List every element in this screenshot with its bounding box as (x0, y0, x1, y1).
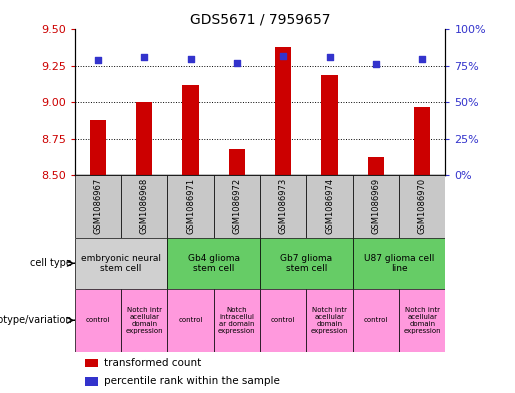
Point (418, 55, 426, 62)
Text: percentile rank within the sample: percentile rank within the sample (104, 376, 280, 386)
Text: GSM1086971: GSM1086971 (186, 178, 195, 234)
Bar (229, 149, 245, 175)
Point (325, 54, 334, 60)
Text: Notch
intracellul
ar domain
expression: Notch intracellul ar domain expression (218, 307, 256, 334)
Text: control: control (271, 317, 296, 323)
Bar (353, 175, 399, 238)
Point (279, 53, 287, 59)
Text: GSM1086968: GSM1086968 (140, 178, 149, 235)
Bar (85, 359, 98, 367)
Text: Notch intr
acellular
domain
expression: Notch intr acellular domain expression (403, 307, 441, 334)
Bar (399, 175, 445, 238)
Bar (121, 289, 167, 352)
Text: control: control (85, 317, 110, 323)
Bar (167, 289, 214, 352)
Bar (85, 377, 98, 386)
Bar (306, 289, 353, 352)
Text: Gb4 glioma
stem cell: Gb4 glioma stem cell (188, 253, 239, 273)
Bar (214, 175, 260, 238)
Bar (260, 238, 353, 289)
Bar (399, 289, 445, 352)
Bar (75, 289, 121, 352)
Text: GSM1086969: GSM1086969 (371, 178, 381, 234)
Bar (75, 238, 167, 289)
Bar (121, 175, 167, 238)
Bar (321, 75, 338, 175)
Text: control: control (178, 317, 203, 323)
Text: GSM1086974: GSM1086974 (325, 178, 334, 234)
Bar (414, 107, 431, 175)
Text: Gb7 glioma
stem cell: Gb7 glioma stem cell (280, 253, 333, 273)
Bar (353, 289, 399, 352)
Bar (182, 85, 199, 175)
Point (94, 57, 102, 63)
Text: GSM1086970: GSM1086970 (418, 178, 427, 234)
Text: GSM1086967: GSM1086967 (93, 178, 102, 235)
Point (372, 61, 380, 68)
Text: GSM1086973: GSM1086973 (279, 178, 288, 235)
Text: cell type: cell type (30, 258, 72, 268)
Bar (353, 238, 445, 289)
Title: GDS5671 / 7959657: GDS5671 / 7959657 (190, 13, 330, 27)
Text: embryonic neural
stem cell: embryonic neural stem cell (81, 253, 161, 273)
Point (140, 54, 148, 60)
Text: transformed count: transformed count (104, 358, 201, 368)
Bar (260, 175, 306, 238)
Bar (260, 289, 306, 352)
Point (233, 60, 241, 66)
Point (186, 55, 195, 62)
Text: Notch intr
acellular
domain
expression: Notch intr acellular domain expression (125, 307, 163, 334)
Bar (167, 175, 214, 238)
Bar (90, 119, 106, 175)
Text: GSM1086972: GSM1086972 (232, 178, 242, 234)
Bar (75, 175, 121, 238)
Bar (167, 238, 260, 289)
Bar (306, 175, 353, 238)
Bar (214, 289, 260, 352)
Text: Notch intr
acellular
domain
expression: Notch intr acellular domain expression (311, 307, 349, 334)
Text: U87 glioma cell
line: U87 glioma cell line (364, 253, 434, 273)
Bar (275, 47, 291, 175)
Bar (368, 158, 384, 175)
Text: genotype/variation: genotype/variation (0, 315, 72, 325)
Text: control: control (364, 317, 388, 323)
Bar (136, 102, 152, 175)
